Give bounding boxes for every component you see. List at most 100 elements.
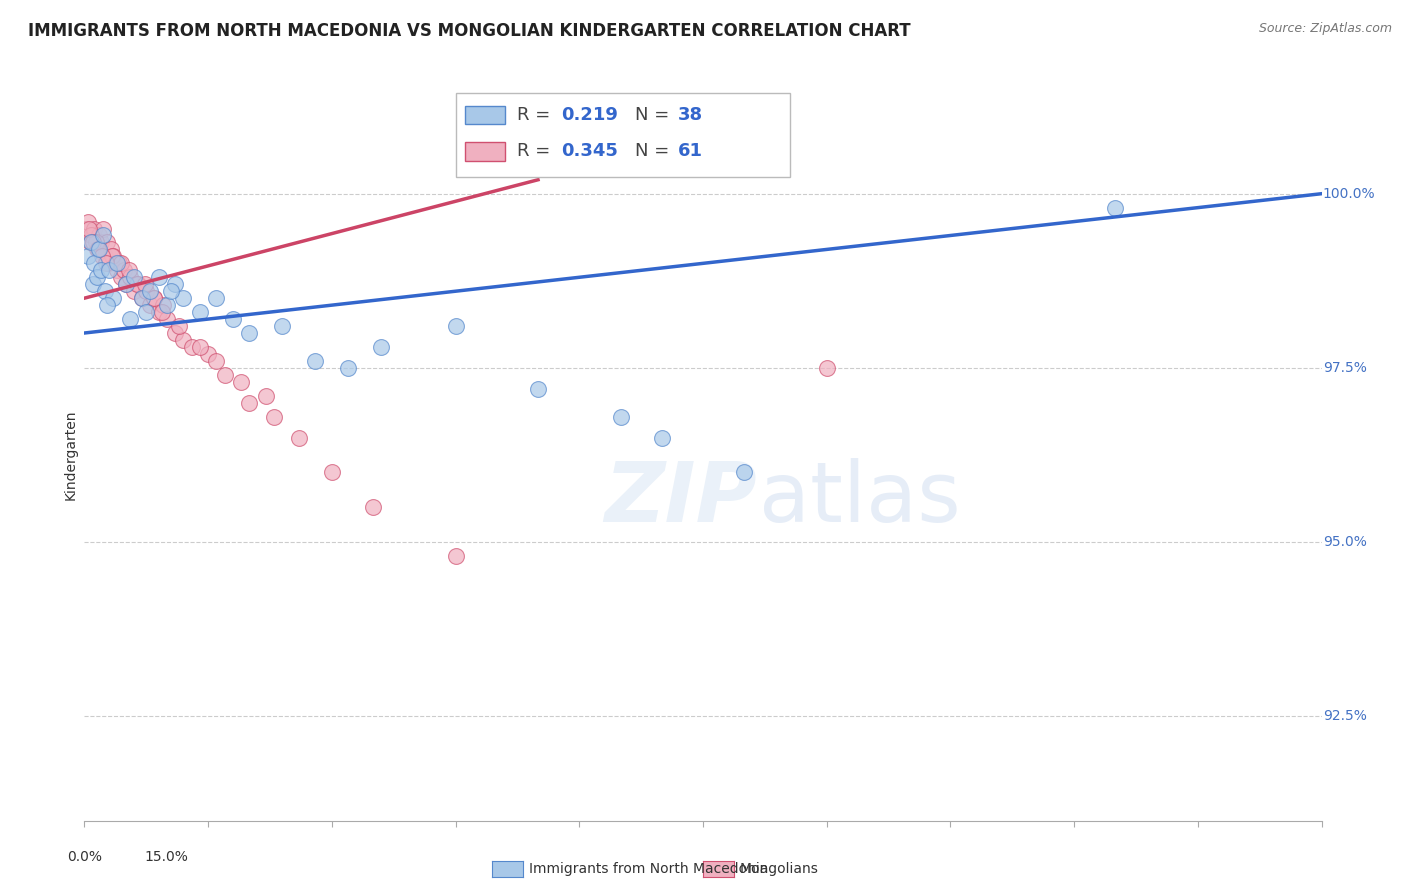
- Text: 95.0%: 95.0%: [1323, 535, 1367, 549]
- Text: IMMIGRANTS FROM NORTH MACEDONIA VS MONGOLIAN KINDERGARTEN CORRELATION CHART: IMMIGRANTS FROM NORTH MACEDONIA VS MONGO…: [28, 22, 911, 40]
- Text: 0.219: 0.219: [561, 106, 617, 124]
- Point: [104, 256, 127, 270]
- Point: [156, 312, 179, 326]
- Point: [91, 221, 114, 235]
- FancyBboxPatch shape: [465, 142, 505, 161]
- Point: [108, 256, 131, 270]
- Point: [165, 277, 187, 292]
- Point: [75, 221, 97, 235]
- Point: [165, 326, 187, 340]
- Point: [214, 368, 236, 382]
- Point: [80, 235, 103, 250]
- Point: [127, 277, 149, 292]
- Point: [101, 249, 124, 263]
- Point: [188, 340, 211, 354]
- Point: [238, 326, 260, 340]
- Text: atlas: atlas: [759, 458, 960, 540]
- Point: [89, 243, 111, 257]
- Text: Immigrants from North Macedonia: Immigrants from North Macedonia: [529, 862, 768, 876]
- Text: 0.345: 0.345: [561, 143, 617, 161]
- FancyBboxPatch shape: [456, 93, 790, 177]
- Point: [94, 284, 117, 298]
- Point: [118, 312, 141, 326]
- Point: [152, 298, 174, 312]
- Point: [110, 256, 132, 270]
- Point: [96, 298, 118, 312]
- Point: [180, 340, 202, 354]
- Point: [96, 235, 118, 250]
- Point: [114, 277, 136, 292]
- Text: 0.0%: 0.0%: [67, 850, 101, 863]
- Point: [80, 228, 103, 243]
- Point: [167, 319, 190, 334]
- Point: [98, 263, 121, 277]
- Point: [321, 466, 343, 480]
- Point: [188, 305, 211, 319]
- Point: [86, 270, 108, 285]
- Point: [288, 430, 311, 444]
- Point: [90, 263, 112, 277]
- Point: [112, 263, 135, 277]
- Point: [815, 360, 838, 375]
- Text: 100.0%: 100.0%: [1323, 186, 1375, 201]
- Point: [271, 319, 294, 334]
- Point: [131, 291, 153, 305]
- Point: [114, 277, 136, 292]
- Point: [105, 263, 128, 277]
- Text: Mongolians: Mongolians: [740, 862, 818, 876]
- Point: [94, 249, 117, 263]
- Point: [135, 305, 157, 319]
- Text: Source: ZipAtlas.com: Source: ZipAtlas.com: [1258, 22, 1392, 36]
- Point: [98, 256, 121, 270]
- Point: [139, 298, 162, 312]
- Point: [103, 249, 125, 263]
- Point: [205, 354, 228, 368]
- Y-axis label: Kindergarten: Kindergarten: [63, 409, 77, 500]
- Point: [86, 243, 108, 257]
- Point: [82, 277, 104, 292]
- Point: [304, 354, 326, 368]
- Point: [205, 291, 228, 305]
- Point: [160, 284, 183, 298]
- Point: [89, 228, 111, 243]
- Point: [370, 340, 392, 354]
- Point: [103, 291, 125, 305]
- Text: N =: N =: [636, 143, 675, 161]
- Text: 38: 38: [678, 106, 703, 124]
- Point: [444, 549, 467, 563]
- Text: 61: 61: [678, 143, 703, 161]
- Point: [94, 256, 117, 270]
- Point: [527, 382, 550, 396]
- Point: [134, 277, 156, 292]
- Text: R =: R =: [517, 106, 557, 124]
- Point: [82, 235, 104, 250]
- Point: [172, 291, 194, 305]
- Text: R =: R =: [517, 143, 557, 161]
- Text: 15.0%: 15.0%: [145, 850, 188, 863]
- Point: [90, 249, 112, 263]
- Point: [100, 243, 122, 257]
- Point: [131, 291, 153, 305]
- Point: [361, 500, 384, 515]
- Point: [118, 263, 141, 277]
- Point: [1104, 201, 1126, 215]
- Text: 92.5%: 92.5%: [1323, 709, 1367, 723]
- Point: [135, 284, 157, 298]
- Point: [337, 360, 360, 375]
- Point: [444, 319, 467, 334]
- Point: [222, 312, 245, 326]
- Point: [156, 298, 179, 312]
- FancyBboxPatch shape: [465, 105, 505, 124]
- Point: [83, 256, 105, 270]
- Text: N =: N =: [636, 106, 675, 124]
- Point: [651, 430, 673, 444]
- Point: [83, 221, 105, 235]
- Point: [148, 270, 170, 285]
- Point: [118, 270, 141, 285]
- Point: [197, 347, 219, 361]
- Point: [79, 221, 101, 235]
- Point: [82, 228, 104, 243]
- Point: [77, 249, 100, 263]
- Point: [263, 409, 285, 424]
- Point: [84, 235, 107, 250]
